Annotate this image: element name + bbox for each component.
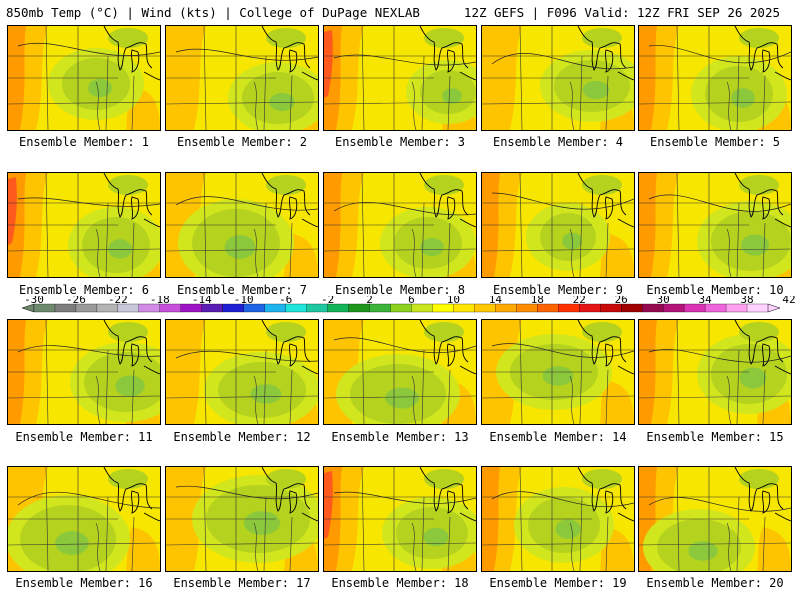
colorbar-label: -22 — [108, 296, 128, 306]
ensemble-map-3 — [323, 25, 477, 131]
run-valid-time: 12Z GEFS | F096 Valid: 12Z FRI SEP 26 20… — [463, 5, 780, 20]
colorbar-label: 26 — [615, 296, 628, 306]
ensemble-member-label: Ensemble Member: 4 — [492, 135, 624, 149]
ensemble-member-label: Ensemble Member: 3 — [334, 135, 466, 149]
ensemble-map-6 — [7, 172, 161, 278]
colorbar-label: 14 — [489, 296, 503, 306]
colorbar-label: -6 — [279, 296, 292, 306]
ensemble-map-5 — [638, 25, 792, 131]
ensemble-member-label: Ensemble Member: 9 — [492, 283, 624, 297]
temperature-colorbar: -30 -26 -22 -18 -14 -10 -6 -2 2 6 10 14 18 22 26 30 34 38… — [21, 296, 796, 313]
ensemble-map-2 — [165, 25, 319, 131]
colorbar-label: 34 — [698, 296, 712, 306]
colorbar-label: -30 — [24, 296, 44, 306]
ensemble-member-label: Ensemble Member: 5 — [649, 135, 781, 149]
colorbar-right-arrow — [767, 303, 781, 313]
colorbar-label: 30 — [657, 296, 670, 306]
ensemble-map-19 — [481, 466, 635, 572]
ensemble-map-15 — [638, 319, 792, 425]
ensemble-map-4 — [481, 25, 635, 131]
ensemble-member-label: Ensemble Member: 7 — [176, 283, 308, 297]
ensemble-map-9 — [481, 172, 635, 278]
ensemble-member-label: Ensemble Member: 1 — [18, 135, 150, 149]
map-title: 850mb Temp (°C) | Wind (kts) | College o… — [6, 5, 420, 20]
ensemble-map-8 — [323, 172, 477, 278]
ensemble-member-label: Ensemble Member: 12 — [173, 430, 311, 444]
ensemble-map-7 — [165, 172, 319, 278]
colorbar-label: -10 — [234, 296, 254, 306]
ensemble-map-10 — [638, 172, 792, 278]
ensemble-map-11 — [7, 319, 161, 425]
ensemble-map-18 — [323, 466, 477, 572]
ensemble-member-label: Ensemble Member: 6 — [18, 283, 150, 297]
colorbar-label: 42 — [782, 296, 795, 306]
ensemble-map-17 — [165, 466, 319, 572]
ensemble-map-13 — [323, 319, 477, 425]
colorbar-label: 22 — [573, 296, 586, 306]
ensemble-member-label: Ensemble Member: 16 — [15, 576, 153, 590]
colorbar-label: -26 — [66, 296, 86, 306]
ensemble-map-14 — [481, 319, 635, 425]
ensemble-map-16 — [7, 466, 161, 572]
colorbar-label: 2 — [366, 296, 373, 306]
colorbar-label: 6 — [408, 296, 415, 306]
ensemble-member-label: Ensemble Member: 20 — [646, 576, 784, 590]
ensemble-member-label: Ensemble Member: 15 — [646, 430, 784, 444]
colorbar-label: 38 — [740, 296, 753, 306]
ensemble-member-label: Ensemble Member: 18 — [331, 576, 469, 590]
ensemble-member-label: Ensemble Member: 19 — [489, 576, 627, 590]
ensemble-map-12 — [165, 319, 319, 425]
colorbar-label: 18 — [531, 296, 544, 306]
ensemble-member-label: Ensemble Member: 14 — [489, 430, 627, 444]
ensemble-member-label: Ensemble Member: 8 — [334, 283, 466, 297]
colorbar-label: 10 — [447, 296, 460, 306]
ensemble-member-label: Ensemble Member: 10 — [646, 283, 784, 297]
colorbar-label: -2 — [321, 296, 334, 306]
ensemble-map-20 — [638, 466, 792, 572]
ensemble-member-label: Ensemble Member: 2 — [176, 135, 308, 149]
ensemble-member-label: Ensemble Member: 17 — [173, 576, 311, 590]
colorbar-label: -18 — [150, 296, 170, 306]
ensemble-member-label: Ensemble Member: 11 — [15, 430, 153, 444]
colorbar-label: -14 — [192, 296, 212, 306]
ensemble-member-label: Ensemble Member: 13 — [331, 430, 469, 444]
ensemble-map-1 — [7, 25, 161, 131]
